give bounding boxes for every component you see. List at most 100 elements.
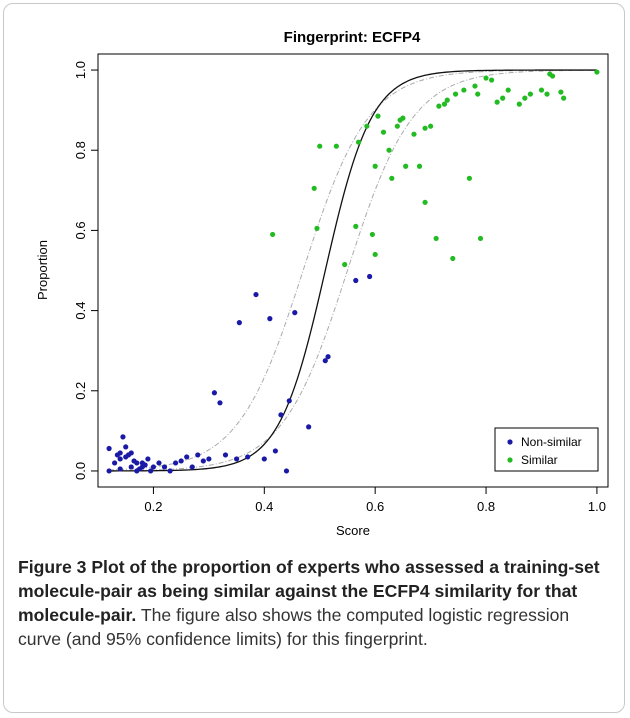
point-similar xyxy=(466,175,473,181)
point-non-similar xyxy=(145,456,151,462)
legend: Non-similar Similar xyxy=(494,427,599,472)
figure-frame xyxy=(3,3,625,713)
point-similar xyxy=(411,131,417,137)
point-similar xyxy=(422,125,428,131)
point-non-similar xyxy=(128,450,134,456)
point-similar xyxy=(389,175,395,181)
point-similar xyxy=(428,123,434,129)
point-non-similar xyxy=(322,358,328,364)
point-similar xyxy=(416,163,423,169)
point-similar xyxy=(380,129,387,135)
point-non-similar xyxy=(117,450,123,456)
point-similar xyxy=(394,123,400,129)
chart-title: Fingerprint: ECFP4 xyxy=(284,29,421,46)
point-similar xyxy=(353,223,359,229)
point-similar xyxy=(527,91,533,97)
legend-marker-non-similar xyxy=(507,439,513,445)
point-non-similar xyxy=(150,464,157,470)
point-non-similar xyxy=(286,398,292,404)
point-similar xyxy=(372,163,378,169)
point-similar xyxy=(561,95,567,101)
point-similar xyxy=(386,147,392,153)
point-non-similar xyxy=(195,452,201,458)
point-non-similar xyxy=(233,456,240,462)
legend-label-non-similar: Non-similar xyxy=(521,435,582,449)
point-similar xyxy=(441,101,448,107)
legend-box xyxy=(494,427,599,472)
point-similar xyxy=(544,91,550,97)
point-similar xyxy=(538,87,545,93)
point-similar xyxy=(494,99,500,105)
legend-marker-similar xyxy=(507,457,513,463)
caption-lead: Figure 3 Plot of the proportion of exper… xyxy=(18,557,600,625)
point-non-similar xyxy=(222,452,229,458)
point-non-similar xyxy=(278,412,284,418)
point-similar xyxy=(314,225,320,231)
point-similar xyxy=(505,87,511,93)
point-non-similar xyxy=(367,273,373,280)
point-similar xyxy=(549,73,556,79)
point-similar xyxy=(422,199,428,205)
point-non-similar xyxy=(272,448,278,454)
x-tick-label: 0.8 xyxy=(477,499,495,514)
data-points xyxy=(106,69,600,474)
point-non-similar xyxy=(184,454,190,460)
point-similar xyxy=(461,87,467,93)
point-similar xyxy=(516,101,522,107)
point-similar xyxy=(558,89,564,95)
point-non-similar xyxy=(106,468,112,474)
point-similar xyxy=(270,231,276,238)
y-tick-label: 0.2 xyxy=(73,382,88,400)
point-similar xyxy=(317,143,323,149)
point-similar xyxy=(372,251,378,258)
point-non-similar xyxy=(217,400,223,406)
upper-confidence-limit xyxy=(109,69,597,471)
point-similar xyxy=(594,69,600,75)
plot-area xyxy=(97,53,609,488)
point-similar xyxy=(311,185,317,191)
point-non-similar xyxy=(283,468,290,474)
point-similar xyxy=(436,103,442,109)
x-axis: 0.2 0.4 0.6 0.8 1.0 xyxy=(144,487,606,514)
x-axis-label: Score xyxy=(336,523,370,538)
point-similar xyxy=(450,255,456,262)
point-non-similar xyxy=(200,458,206,464)
point-non-similar xyxy=(211,390,218,396)
point-similar xyxy=(400,115,406,121)
point-similar xyxy=(333,143,339,149)
point-similar xyxy=(472,83,478,89)
point-non-similar xyxy=(161,464,168,470)
point-non-similar xyxy=(120,434,126,440)
point-non-similar xyxy=(148,468,154,474)
point-non-similar xyxy=(134,468,140,474)
point-non-similar xyxy=(117,466,123,472)
point-similar xyxy=(342,261,348,268)
y-axis-label: Proportion xyxy=(35,240,50,300)
point-non-similar xyxy=(292,310,298,316)
point-non-similar xyxy=(306,424,312,430)
point-non-similar xyxy=(117,456,123,462)
point-non-similar xyxy=(128,464,134,470)
point-similar xyxy=(375,113,381,119)
y-tick-label: 0.0 xyxy=(73,462,88,480)
point-non-similar xyxy=(106,445,112,452)
x-tick-label: 0.2 xyxy=(144,499,162,514)
point-similar xyxy=(433,235,439,242)
x-tick-label: 0.6 xyxy=(366,499,384,514)
point-similar xyxy=(522,95,528,101)
point-non-similar xyxy=(134,460,140,466)
point-non-similar xyxy=(123,444,129,450)
point-similar xyxy=(477,235,484,242)
point-non-similar xyxy=(112,460,118,466)
point-non-similar xyxy=(206,456,212,462)
point-non-similar xyxy=(353,277,359,284)
point-similar xyxy=(364,123,370,129)
y-tick-label: 0.8 xyxy=(73,141,88,159)
point-similar xyxy=(488,77,495,83)
point-non-similar xyxy=(173,460,179,466)
caption-body: The figure also shows the computed logis… xyxy=(18,605,570,649)
regression-curves xyxy=(109,69,597,472)
legend-label-similar: Similar xyxy=(521,453,558,467)
x-tick-label: 0.4 xyxy=(255,499,273,514)
y-axis: 0.0 0.2 0.4 0.6 0.8 1.0 xyxy=(73,61,98,480)
